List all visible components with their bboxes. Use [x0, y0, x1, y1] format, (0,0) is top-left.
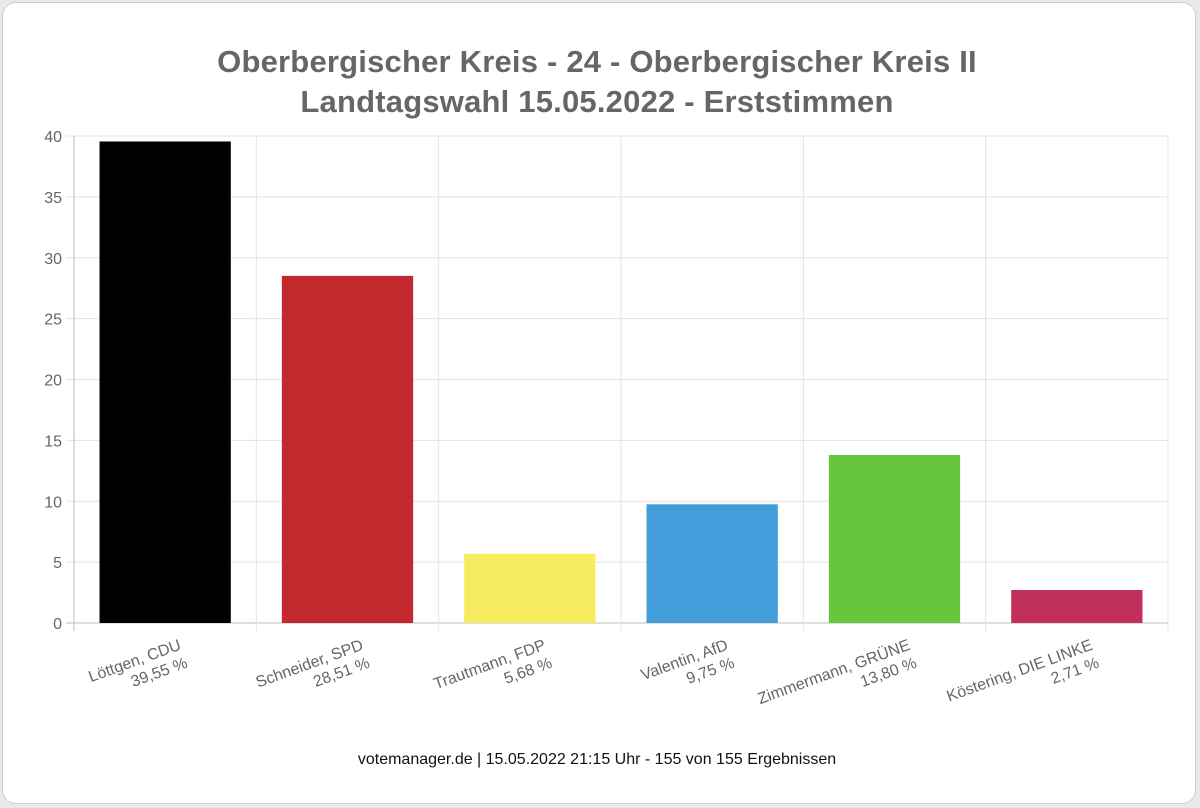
x-category-label: Köstering, DIE LINKE2,71 % [945, 637, 1102, 723]
chart-title: Oberbergischer Kreis - 24 - Oberbergisch… [217, 44, 977, 79]
bar-1 [281, 275, 414, 623]
y-tick-label: 15 [44, 433, 62, 450]
y-tick-label: 10 [44, 494, 62, 511]
y-tick-label: 0 [53, 616, 62, 633]
x-category-label: Zimmermann, GRÜNE13,80 % [755, 636, 919, 726]
chart-footer: votemanager.de | 15.05.2022 21:15 Uhr - … [357, 751, 837, 768]
y-tick-label: 40 [44, 129, 62, 146]
x-category-label: Löttgen, CDU39,55 % [86, 637, 189, 704]
y-tick-label: 35 [44, 190, 62, 207]
bar-5 [1011, 590, 1143, 623]
y-tick-label: 5 [53, 555, 62, 572]
y-tick-label: 30 [44, 251, 62, 268]
y-tick-label: 20 [44, 373, 62, 390]
x-category-label: Trautmann, FDP5,68 % [432, 637, 555, 711]
y-tick-label: 25 [44, 312, 62, 329]
bar-0 [99, 141, 231, 623]
x-category-label: Schneider, SPD28,51 % [254, 637, 372, 709]
bar-4 [828, 454, 961, 623]
bar-3 [646, 504, 778, 623]
chart-subtitle: Landtagswahl 15.05.2022 - Erststimmen [300, 84, 894, 119]
x-category-label: Valentin, AfD9,75 % [639, 637, 737, 702]
bar-2 [464, 553, 596, 623]
